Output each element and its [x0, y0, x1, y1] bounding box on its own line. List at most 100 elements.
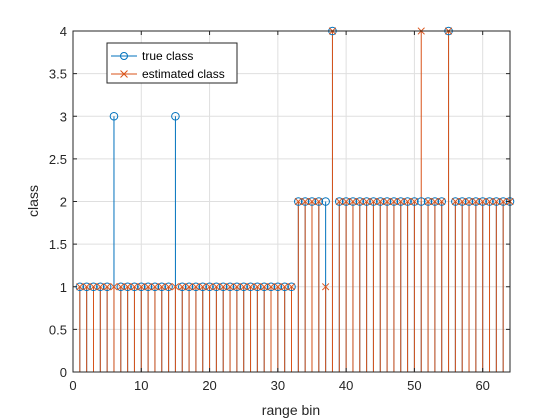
marker-true-class — [171, 111, 180, 121]
y-tick-label: 4 — [60, 24, 67, 39]
markers — [75, 26, 515, 292]
marker-estimated-class — [185, 283, 193, 291]
marker-estimated-class — [362, 197, 371, 206]
marker-estimated-class — [219, 283, 227, 291]
marker-true-class — [253, 282, 262, 292]
marker-estimated-class — [192, 283, 200, 291]
x-tick-label: 60 — [475, 378, 489, 393]
marker-true-class — [396, 197, 406, 206]
marker-true-class — [123, 282, 132, 292]
marker-true-class — [116, 282, 126, 292]
marker-true-class — [239, 282, 249, 292]
x-tick-label: 10 — [134, 378, 148, 393]
marker-true-class — [109, 111, 119, 121]
y-tick-label: 0.5 — [49, 322, 67, 337]
marker-true-class — [334, 197, 344, 206]
marker-true-class — [280, 282, 289, 292]
marker-true-class — [294, 197, 303, 206]
marker-true-class — [464, 197, 474, 206]
marker-estimated-class — [321, 283, 330, 291]
marker-true-class — [266, 282, 276, 292]
x-tick-label: 40 — [339, 378, 353, 393]
marker-estimated-class — [479, 197, 487, 206]
marker-true-class — [96, 282, 105, 292]
marker-true-class — [212, 282, 221, 292]
x-tick-label: 20 — [202, 378, 216, 393]
y-tick-label: 1 — [60, 280, 67, 295]
legend-label-true-class: true class — [142, 49, 193, 63]
y-tick-label: 2.5 — [49, 152, 67, 167]
y-tick-label: 2 — [60, 195, 67, 210]
marker-estimated-class — [342, 197, 350, 206]
x-tick-label: 0 — [69, 378, 76, 393]
marker-estimated-class — [212, 283, 221, 291]
marker-true-class — [341, 197, 351, 206]
marker-true-class — [321, 197, 330, 206]
marker-true-class — [205, 282, 214, 292]
marker-estimated-class — [253, 283, 262, 291]
marker-true-class — [273, 282, 283, 292]
marker-estimated-class — [226, 283, 234, 291]
marker-estimated-class — [485, 197, 494, 206]
marker-estimated-class — [438, 197, 446, 206]
marker-estimated-class — [76, 283, 84, 291]
marker-estimated-class — [246, 283, 255, 291]
marker-true-class — [157, 282, 167, 292]
y-tick-label: 1.5 — [49, 237, 67, 252]
marker-estimated-class — [390, 197, 398, 206]
y-tick-label: 3 — [60, 109, 67, 124]
marker-estimated-class — [410, 197, 419, 206]
y-tick-label: 3.5 — [49, 67, 67, 82]
marker-estimated-class — [376, 197, 384, 206]
marker-estimated-class — [103, 283, 111, 291]
marker-true-class — [485, 197, 494, 206]
x-tick-label: 30 — [271, 378, 285, 393]
marker-true-class — [130, 282, 139, 292]
marker-estimated-class — [465, 197, 473, 206]
marker-estimated-class — [431, 197, 439, 206]
marker-estimated-class — [403, 197, 412, 206]
legend: true class estimated class — [106, 42, 238, 84]
x-axis-label: range bin — [262, 402, 320, 418]
marker-true-class — [403, 197, 412, 206]
marker-true-class — [348, 197, 358, 206]
marker-estimated-class — [171, 283, 180, 291]
marker-estimated-class — [472, 197, 480, 206]
marker-estimated-class — [294, 197, 302, 206]
marker-true-class — [451, 197, 460, 206]
marker-true-class — [437, 197, 447, 206]
marker-true-class — [314, 197, 324, 206]
marker-estimated-class — [240, 283, 248, 291]
marker-estimated-class — [199, 283, 207, 291]
marker-estimated-class — [451, 197, 460, 206]
marker-estimated-class — [137, 283, 145, 291]
marker-true-class — [232, 282, 242, 292]
marker-true-class — [198, 282, 208, 292]
marker-estimated-class — [397, 197, 405, 206]
marker-true-class — [246, 282, 255, 292]
marker-estimated-class — [499, 197, 507, 206]
legend-circle-marker — [120, 52, 128, 60]
marker-true-class — [287, 282, 296, 292]
x-tick-labels: 0 10 20 30 40 50 60 — [69, 378, 490, 393]
marker-estimated-class — [89, 283, 98, 291]
marker-true-class — [492, 197, 501, 206]
marker-estimated-class — [287, 283, 296, 291]
marker-estimated-class — [260, 283, 268, 291]
marker-estimated-class — [178, 283, 186, 291]
marker-estimated-class — [158, 283, 166, 291]
marker-true-class — [82, 282, 91, 292]
marker-true-class — [218, 282, 228, 292]
y-tick-labels: 0 0.5 1 1.5 2 2.5 3 3.5 4 — [49, 24, 67, 380]
marker-estimated-class — [164, 283, 173, 291]
marker-estimated-class — [369, 197, 378, 206]
marker-true-class — [225, 282, 235, 292]
marker-estimated-class — [96, 283, 104, 291]
marker-true-class — [300, 197, 310, 206]
marker-estimated-class — [151, 283, 159, 291]
marker-true-class — [136, 282, 146, 292]
y-tick-label: 0 — [60, 365, 67, 380]
marker-true-class — [382, 197, 392, 206]
marker-true-class — [471, 197, 481, 206]
marker-true-class — [478, 197, 487, 206]
